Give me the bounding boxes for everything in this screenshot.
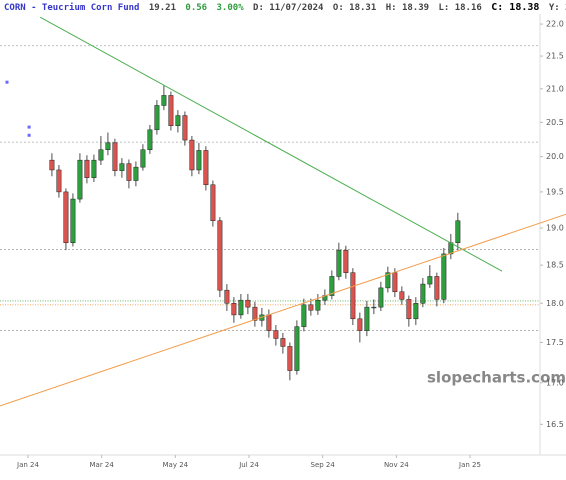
y-tick-label: 21.5 bbox=[546, 52, 564, 61]
candle-body bbox=[140, 149, 146, 168]
point bbox=[27, 125, 31, 129]
candle-body bbox=[224, 289, 230, 304]
candle-body bbox=[84, 159, 90, 178]
candle-body bbox=[427, 276, 433, 285]
candle-body bbox=[315, 299, 321, 311]
header: CORN - Teucrium Corn Fund 19.21 0.56 3.0… bbox=[4, 2, 566, 13]
candle-body bbox=[49, 159, 55, 171]
y-tick-label: 17.5 bbox=[546, 338, 564, 347]
year-high: Y: 21.09 bbox=[548, 3, 566, 13]
candle-body bbox=[210, 184, 216, 221]
candle-body bbox=[77, 159, 83, 200]
candle-body bbox=[196, 150, 202, 171]
y-tick-label: 18.5 bbox=[546, 261, 564, 270]
y-tick-label: 20.0 bbox=[546, 152, 564, 161]
candle-body bbox=[441, 253, 447, 300]
candle-body bbox=[161, 95, 167, 106]
candle-body bbox=[189, 139, 195, 171]
candle-body bbox=[147, 129, 153, 150]
low: L: 18.16 bbox=[438, 3, 482, 13]
candle-body bbox=[168, 95, 174, 126]
candle-body bbox=[357, 318, 363, 331]
x-tick-label: Nov 24 bbox=[384, 461, 409, 469]
candle-body bbox=[231, 303, 237, 316]
candle-body bbox=[266, 314, 272, 331]
candle-body bbox=[154, 105, 160, 131]
candle-body bbox=[280, 338, 286, 347]
candle-body bbox=[371, 306, 377, 309]
candle-body bbox=[238, 299, 244, 316]
candle-body bbox=[245, 299, 251, 308]
y-tick-label: 21.0 bbox=[546, 84, 564, 93]
candle-body bbox=[294, 326, 300, 371]
candle-body bbox=[98, 149, 104, 161]
candle-body bbox=[455, 220, 461, 244]
symbol: CORN - Teucrium Corn Fund bbox=[4, 3, 140, 13]
x-tick-label: Jan 25 bbox=[458, 461, 481, 469]
candle-body bbox=[63, 191, 69, 244]
candle-body bbox=[392, 272, 398, 292]
candle-body bbox=[70, 198, 76, 244]
candle-body bbox=[434, 276, 440, 300]
candle-body bbox=[252, 306, 258, 321]
y-tick-label: 17.0 bbox=[546, 378, 564, 387]
candle-body bbox=[105, 142, 111, 150]
y-tick-label: 16.5 bbox=[546, 420, 564, 429]
last: 19.21 bbox=[148, 3, 176, 13]
close: C: 18.38 bbox=[491, 2, 540, 13]
open: O: 18.31 bbox=[332, 3, 377, 13]
change-pct: 3.00% bbox=[216, 3, 244, 13]
candle-body bbox=[420, 283, 426, 304]
candle-body bbox=[91, 159, 97, 178]
candle-body bbox=[336, 249, 342, 277]
candle-body bbox=[385, 272, 391, 289]
candle-body bbox=[364, 306, 370, 331]
candle-body bbox=[217, 220, 223, 291]
candle-body bbox=[301, 304, 307, 327]
x-tick-label: Jan 24 bbox=[16, 461, 39, 469]
y-tick-label: 20.5 bbox=[546, 118, 564, 127]
point bbox=[5, 80, 9, 84]
y-tick-label: 18.0 bbox=[546, 299, 564, 308]
trendline bbox=[39, 16, 503, 272]
y-tick-label: 19.0 bbox=[546, 224, 564, 233]
candle-body bbox=[182, 115, 188, 141]
candle-body bbox=[203, 150, 209, 186]
x-tick-label: Jul 24 bbox=[238, 461, 259, 469]
candle-body bbox=[378, 287, 384, 308]
y-tick-label: 19.5 bbox=[546, 187, 564, 196]
candle-body bbox=[273, 330, 279, 339]
point bbox=[27, 133, 31, 137]
candle-body bbox=[413, 303, 419, 320]
change: 0.56 bbox=[185, 3, 208, 13]
candle-body bbox=[119, 163, 125, 171]
candle-body bbox=[350, 272, 356, 320]
y-tick-label: 22.0 bbox=[546, 20, 564, 29]
high: H: 18.39 bbox=[385, 3, 430, 13]
x-tick-label: Mar 24 bbox=[89, 461, 114, 469]
trendline bbox=[0, 213, 566, 407]
candle-body bbox=[406, 299, 412, 320]
candle-body bbox=[308, 304, 314, 311]
candle-body bbox=[329, 276, 335, 296]
watermark: slopecharts.com bbox=[427, 369, 566, 387]
candle-body bbox=[126, 163, 132, 181]
candle-body bbox=[287, 346, 293, 371]
x-tick-label: Sep 24 bbox=[311, 461, 336, 469]
candle-body bbox=[56, 169, 62, 193]
candle-body bbox=[175, 115, 181, 126]
candle-body bbox=[343, 249, 349, 273]
date: D: 11/07/2024 bbox=[253, 3, 324, 13]
x-tick-label: May 24 bbox=[163, 461, 189, 469]
candle-body bbox=[399, 291, 405, 300]
candle-body bbox=[133, 166, 139, 181]
candle-body bbox=[112, 142, 118, 171]
